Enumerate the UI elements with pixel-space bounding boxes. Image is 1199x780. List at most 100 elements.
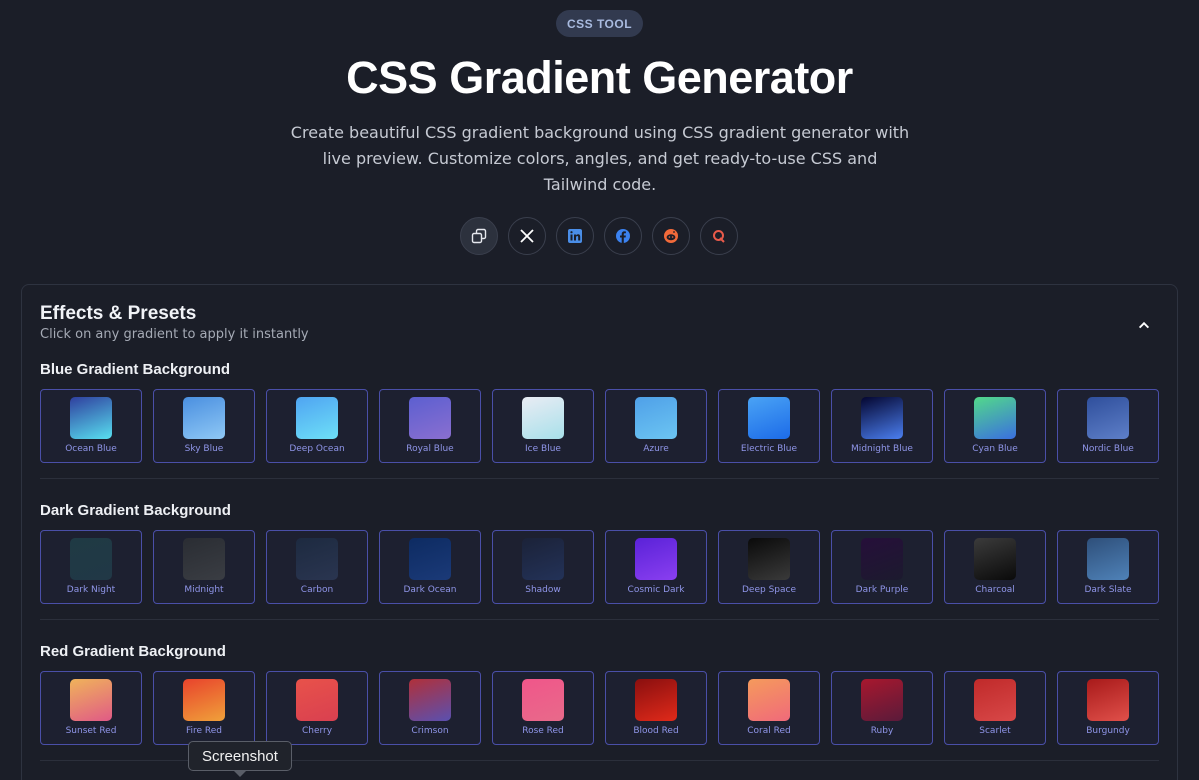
preset-card[interactable]: Ruby: [831, 671, 933, 745]
preset-label: Nordic Blue: [1082, 444, 1134, 454]
gradient-swatch: [522, 679, 564, 721]
gradient-swatch: [635, 397, 677, 439]
preset-card[interactable]: Blood Red: [605, 671, 707, 745]
preset-label: Azure: [643, 444, 669, 454]
gradient-swatch: [974, 679, 1016, 721]
preset-label: Shadow: [525, 585, 561, 595]
preset-card[interactable]: Royal Blue: [379, 389, 481, 463]
preset-card[interactable]: Cosmic Dark: [605, 530, 707, 604]
preset-label: Dark Purple: [855, 585, 909, 595]
preset-label: Coral Red: [747, 726, 791, 736]
collapse-button[interactable]: [1136, 317, 1152, 333]
preset-card[interactable]: Cyan Blue: [944, 389, 1046, 463]
section-title: Dark Gradient Background: [40, 502, 231, 519]
gradient-swatch: [409, 679, 451, 721]
preset-card[interactable]: Deep Ocean: [266, 389, 368, 463]
preset-card[interactable]: Ocean Blue: [40, 389, 142, 463]
preset-label: Dark Night: [66, 585, 116, 595]
section-divider: [40, 619, 1159, 620]
gradient-swatch: [748, 538, 790, 580]
tooltip-arrow: [233, 770, 247, 777]
gradient-swatch: [748, 397, 790, 439]
preset-label: Burgundy: [1086, 726, 1130, 736]
preset-card[interactable]: Scarlet: [944, 671, 1046, 745]
preset-grid: Dark Night Midnight Carbon Dark Ocean Shadow…: [40, 530, 1159, 604]
gradient-swatch: [635, 679, 677, 721]
share-quora-button[interactable]: [700, 217, 738, 255]
preset-card[interactable]: Carbon: [266, 530, 368, 604]
gradient-swatch: [522, 538, 564, 580]
preset-card[interactable]: Azure: [605, 389, 707, 463]
preset-grid: Sunset Red Fire Red Cherry Crimson Rose Red B…: [40, 671, 1159, 745]
preset-label: Dark Slate: [1084, 585, 1132, 595]
gradient-swatch: [974, 538, 1016, 580]
category-badge: CSS TOOL: [556, 10, 643, 37]
preset-label: Crimson: [411, 726, 449, 736]
gradient-swatch: [70, 397, 112, 439]
gradient-swatch: [183, 397, 225, 439]
preset-label: Carbon: [300, 585, 334, 595]
gradient-swatch: [70, 538, 112, 580]
panel-title: Effects & Presets: [40, 303, 197, 324]
preset-card[interactable]: Cherry: [266, 671, 368, 745]
preset-card[interactable]: Dark Ocean: [379, 530, 481, 604]
preset-card[interactable]: Crimson: [379, 671, 481, 745]
preset-label: Royal Blue: [406, 444, 454, 454]
gradient-swatch: [183, 538, 225, 580]
preset-label: Ice Blue: [525, 444, 561, 454]
gradient-swatch: [1087, 679, 1129, 721]
gradient-swatch: [296, 397, 338, 439]
gradient-swatch: [861, 538, 903, 580]
gradient-swatch: [522, 397, 564, 439]
page-title: CSS Gradient Generator: [346, 52, 853, 103]
preset-card[interactable]: Burgundy: [1057, 671, 1159, 745]
gradient-swatch: [974, 397, 1016, 439]
preset-card[interactable]: Electric Blue: [718, 389, 820, 463]
preset-card[interactable]: Sunset Red: [40, 671, 142, 745]
preset-label: Electric Blue: [740, 444, 798, 454]
share-linkedin-button[interactable]: [556, 217, 594, 255]
copy-link-button[interactable]: [460, 217, 498, 255]
share-bar: [460, 217, 738, 255]
preset-label: Midnight Blue: [851, 444, 913, 454]
panel-subtitle: Click on any gradient to apply it instan…: [40, 327, 309, 342]
linkedin-icon: [568, 229, 582, 243]
share-facebook-button[interactable]: [604, 217, 642, 255]
effects-presets-panel: Effects & Presets Click on any gradient …: [21, 284, 1178, 780]
gradient-swatch: [296, 679, 338, 721]
preset-card[interactable]: Dark Slate: [1057, 530, 1159, 604]
gradient-swatch: [861, 397, 903, 439]
preset-card[interactable]: Coral Red: [718, 671, 820, 745]
preset-label: Scarlet: [979, 726, 1011, 736]
preset-card[interactable]: Charcoal: [944, 530, 1046, 604]
preset-card[interactable]: Midnight: [153, 530, 255, 604]
preset-card[interactable]: Midnight Blue: [831, 389, 933, 463]
preset-card[interactable]: Dark Night: [40, 530, 142, 604]
preset-card[interactable]: Fire Red: [153, 671, 255, 745]
preset-card[interactable]: Shadow: [492, 530, 594, 604]
gradient-swatch: [409, 538, 451, 580]
preset-card[interactable]: Nordic Blue: [1057, 389, 1159, 463]
preset-label: Ruby: [870, 726, 894, 736]
preset-card[interactable]: Rose Red: [492, 671, 594, 745]
share-x-button[interactable]: [508, 217, 546, 255]
reddit-icon: [664, 229, 678, 243]
quora-icon: [713, 230, 725, 243]
gradient-swatch: [70, 679, 112, 721]
preset-card[interactable]: Dark Purple: [831, 530, 933, 604]
gradient-swatch: [296, 538, 338, 580]
preset-label: Cosmic Dark: [627, 585, 685, 595]
preset-card[interactable]: Sky Blue: [153, 389, 255, 463]
preset-card[interactable]: Ice Blue: [492, 389, 594, 463]
preset-label: Dark Ocean: [403, 585, 457, 595]
gradient-swatch: [1087, 538, 1129, 580]
gradient-swatch: [183, 679, 225, 721]
preset-label: Sky Blue: [184, 444, 224, 454]
page-subtitle: Create beautiful CSS gradient background…: [290, 123, 910, 194]
preset-card[interactable]: Deep Space: [718, 530, 820, 604]
gradient-swatch: [635, 538, 677, 580]
preset-label: Cyan Blue: [972, 444, 1018, 454]
share-reddit-button[interactable]: [652, 217, 690, 255]
preset-label: Cherry: [301, 726, 333, 736]
section-title: Red Gradient Background: [40, 643, 226, 660]
